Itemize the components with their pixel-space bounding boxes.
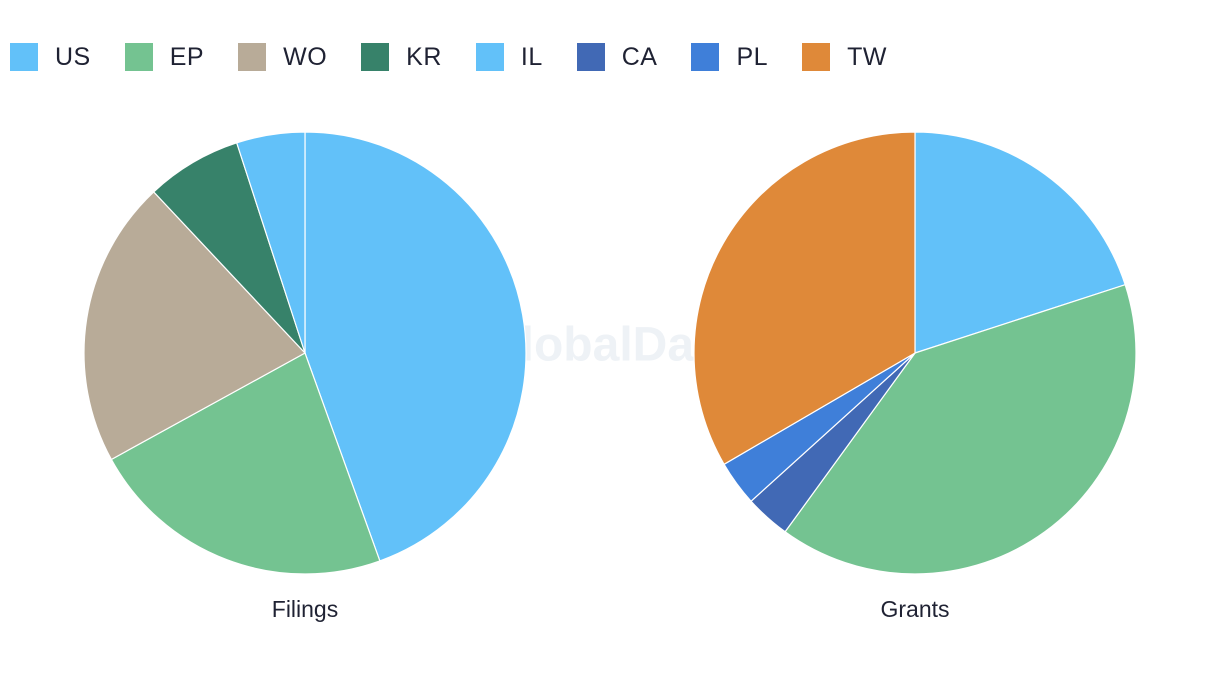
- legend-swatch: [238, 43, 267, 71]
- pie-slice-filings-il[interactable]: [235, 131, 306, 354]
- legend-swatch: [361, 43, 390, 71]
- legend-swatch: [124, 43, 153, 71]
- legend: US EP WO KR IL CA PL TW: [10, 40, 921, 74]
- legend-item-tw[interactable]: TW: [802, 43, 887, 72]
- pie-slice-grants-tw[interactable]: [693, 131, 916, 466]
- legend-label: KR: [406, 42, 442, 71]
- legend-item-il[interactable]: IL: [475, 42, 543, 72]
- pie-slice-grants-us[interactable]: [914, 131, 1126, 354]
- legend-item-ep[interactable]: EP: [124, 42, 205, 72]
- legend-label: IL: [520, 42, 543, 71]
- pie-title-filings: Filings: [272, 596, 338, 622]
- legend-label: US: [55, 42, 91, 71]
- legend-label: CA: [621, 42, 658, 71]
- legend-item-kr[interactable]: KR: [361, 43, 442, 72]
- legend-item-wo[interactable]: WO: [238, 43, 327, 72]
- pie-title-grants: Grants: [880, 596, 949, 622]
- legend-label: WO: [283, 42, 328, 71]
- legend-item-pl[interactable]: PL: [691, 43, 768, 72]
- pie-grants: [693, 131, 1137, 575]
- legend-label: PL: [736, 42, 769, 71]
- pie-slice-filings-ep[interactable]: [110, 352, 381, 575]
- legend-label: TW: [847, 42, 887, 71]
- legend-swatch: [802, 43, 831, 71]
- pie-slice-grants-ep[interactable]: [784, 283, 1137, 575]
- pie-slice-filings-wo[interactable]: [83, 191, 306, 461]
- legend-item-ca[interactable]: CA: [576, 42, 658, 72]
- legend-swatch: [10, 43, 38, 71]
- legend-swatch: [691, 43, 720, 71]
- legend-label: EP: [169, 42, 205, 71]
- pie-filings: [83, 131, 527, 575]
- legend-swatch: [576, 43, 605, 71]
- legend-item-us[interactable]: US: [10, 43, 91, 72]
- pie-slice-filings-us[interactable]: [304, 131, 527, 562]
- legend-swatch: [475, 43, 504, 71]
